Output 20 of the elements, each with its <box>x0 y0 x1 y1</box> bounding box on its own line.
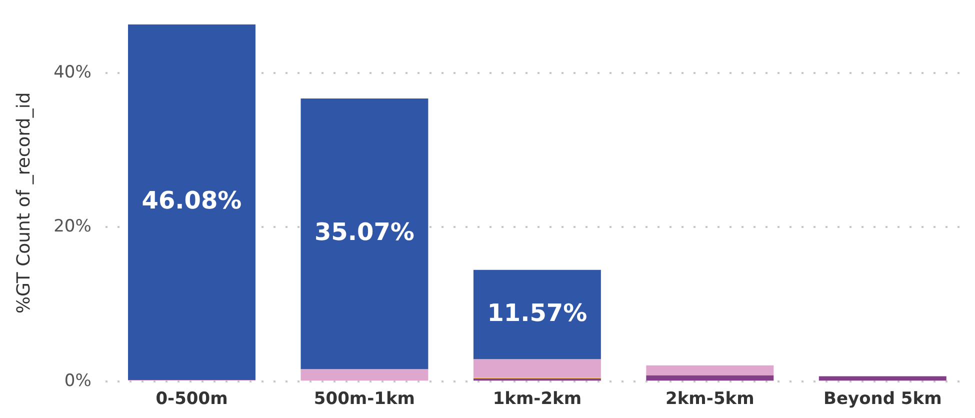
data-label: 46.08% <box>142 186 242 214</box>
y-tick-label: 40% <box>54 62 92 82</box>
bar <box>473 359 601 378</box>
bar <box>300 369 428 381</box>
x-tick-label: 1km-2km <box>492 389 582 410</box>
bar <box>300 98 428 370</box>
x-tick-label: 2km-5km <box>666 389 754 410</box>
bar <box>818 376 946 381</box>
data-label: 35.07% <box>314 218 414 246</box>
x-tick-label: 0-500m <box>156 389 228 410</box>
y-tick-label: 20% <box>54 216 92 237</box>
x-tick-label: 500m-1km <box>314 389 416 410</box>
data-label: 11.57% <box>487 298 588 327</box>
x-tick-label: Beyond 5km <box>823 389 942 410</box>
bar <box>646 365 774 376</box>
bar <box>473 270 601 360</box>
bar <box>646 375 774 381</box>
y-tick-label: 0% <box>64 371 92 392</box>
bar <box>128 24 256 380</box>
y-axis-title: %GT Count of _record_id <box>13 92 34 314</box>
